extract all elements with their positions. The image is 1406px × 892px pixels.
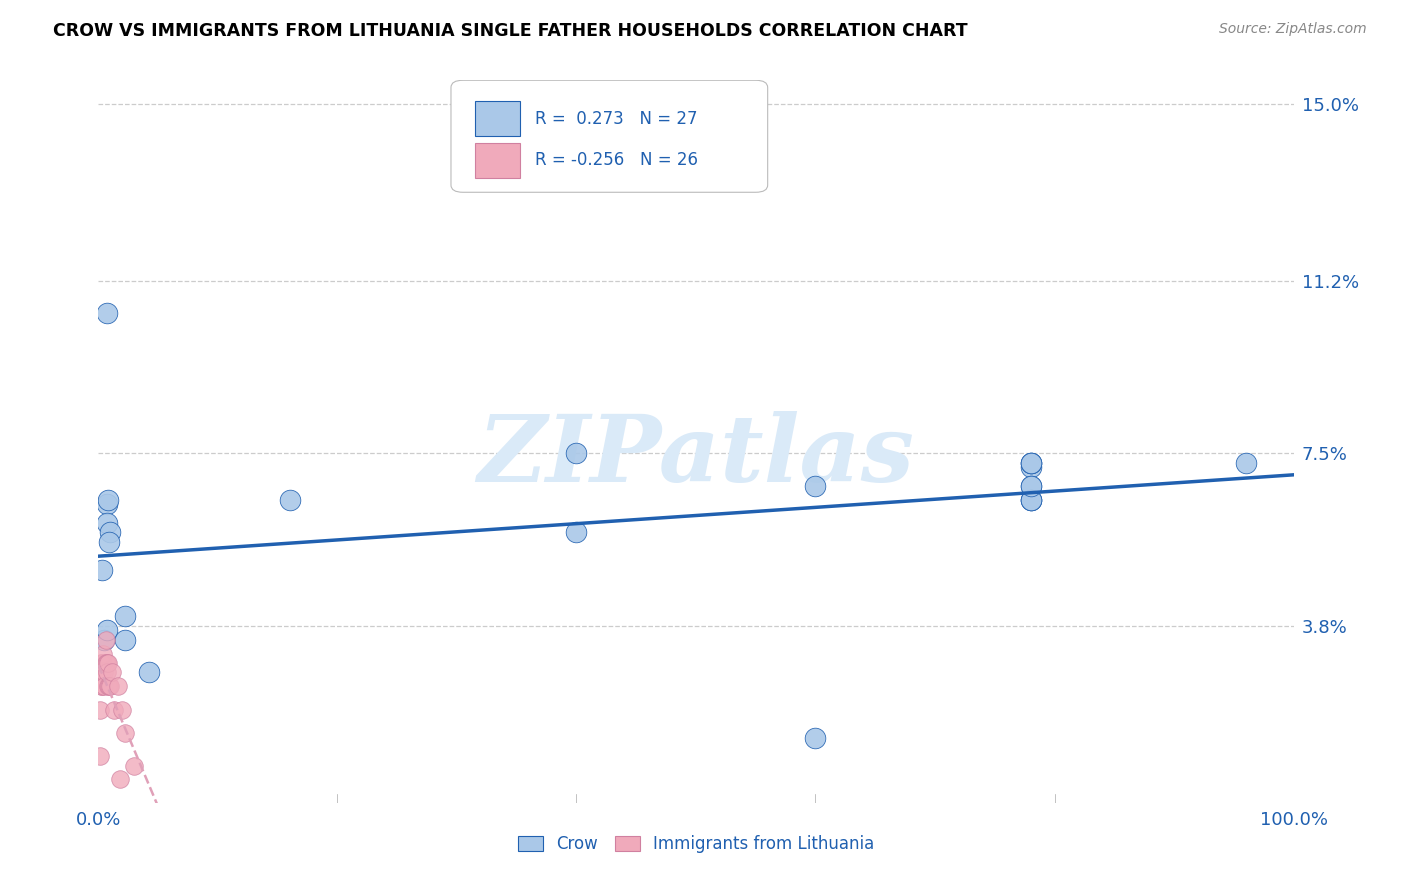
Point xyxy=(565,525,588,540)
Point xyxy=(98,679,121,693)
Point xyxy=(1019,492,1042,507)
Point xyxy=(804,479,827,493)
Point xyxy=(94,632,117,647)
Point xyxy=(93,679,115,693)
Point xyxy=(96,516,118,530)
Point xyxy=(1019,456,1042,470)
Point xyxy=(114,609,136,624)
Point xyxy=(91,679,114,693)
Point xyxy=(1019,456,1042,470)
Text: ZIPatlas: ZIPatlas xyxy=(478,411,914,501)
Point xyxy=(90,656,112,670)
Point xyxy=(96,624,118,638)
Point xyxy=(114,632,136,647)
Point xyxy=(111,702,134,716)
Point xyxy=(1234,456,1257,470)
Point xyxy=(1019,456,1042,470)
FancyBboxPatch shape xyxy=(451,80,768,193)
Point xyxy=(108,772,131,787)
Point xyxy=(1019,492,1042,507)
Point xyxy=(103,702,125,716)
Point xyxy=(1019,492,1042,507)
Point xyxy=(89,702,111,716)
Point xyxy=(96,656,118,670)
Point xyxy=(107,679,129,693)
Point xyxy=(91,656,114,670)
Point xyxy=(278,492,301,507)
Point xyxy=(804,731,827,745)
Text: CROW VS IMMIGRANTS FROM LITHUANIA SINGLE FATHER HOUSEHOLDS CORRELATION CHART: CROW VS IMMIGRANTS FROM LITHUANIA SINGLE… xyxy=(53,22,969,40)
Point xyxy=(91,647,114,661)
Point xyxy=(97,656,120,670)
Point xyxy=(89,749,111,764)
Point xyxy=(94,656,117,670)
Point xyxy=(98,679,122,693)
Point xyxy=(138,665,160,680)
Point xyxy=(96,665,118,680)
Point xyxy=(124,758,146,772)
Point xyxy=(96,498,118,512)
FancyBboxPatch shape xyxy=(475,101,520,136)
Point xyxy=(1019,460,1042,475)
Point xyxy=(91,563,114,577)
Text: R =  0.273   N = 27: R = 0.273 N = 27 xyxy=(534,110,697,128)
Point xyxy=(1019,479,1042,493)
Point xyxy=(93,665,115,680)
Text: Source: ZipAtlas.com: Source: ZipAtlas.com xyxy=(1219,22,1367,37)
Point xyxy=(114,726,136,740)
Point xyxy=(96,306,118,320)
Point xyxy=(91,665,114,680)
Point xyxy=(90,679,112,693)
Point xyxy=(97,679,120,693)
Point xyxy=(100,665,122,680)
Point xyxy=(98,534,121,549)
Point xyxy=(93,632,115,647)
Point xyxy=(1019,479,1042,493)
Point xyxy=(97,492,120,507)
Legend: Crow, Immigrants from Lithuania: Crow, Immigrants from Lithuania xyxy=(512,828,880,860)
Point xyxy=(565,446,588,460)
Point xyxy=(91,656,114,670)
Point xyxy=(98,525,122,540)
Text: R = -0.256   N = 26: R = -0.256 N = 26 xyxy=(534,152,697,169)
FancyBboxPatch shape xyxy=(475,143,520,178)
